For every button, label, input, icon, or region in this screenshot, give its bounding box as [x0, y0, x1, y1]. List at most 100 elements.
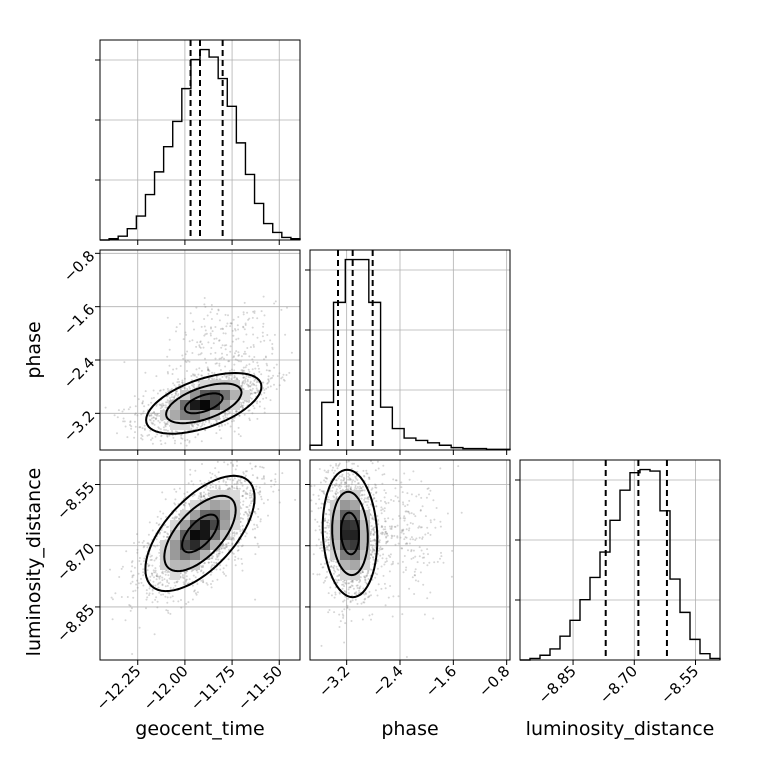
scatter-point	[218, 487, 220, 490]
scatter-point	[255, 384, 258, 387]
scatter-point	[182, 503, 185, 506]
scatter-point	[336, 575, 339, 578]
scatter-point	[261, 331, 264, 334]
density-cell	[220, 530, 230, 540]
scatter-point	[227, 410, 229, 413]
scatter-point	[118, 576, 121, 578]
scatter-point	[219, 369, 222, 371]
scatter-point	[210, 377, 213, 380]
scatter-point	[138, 541, 141, 544]
scatter-point	[209, 332, 212, 335]
frame	[99, 459, 301, 661]
x-tick-label: −11.75	[187, 662, 239, 714]
scatter-point	[336, 491, 339, 494]
scatter-point	[250, 392, 252, 395]
scatter-point	[218, 552, 220, 555]
scatter-point	[255, 488, 257, 491]
scatter-point	[249, 511, 251, 514]
scatter-point	[343, 479, 345, 481]
scatter-point	[160, 529, 163, 531]
scatter-point	[196, 583, 199, 585]
scatter-point	[191, 584, 194, 587]
scatter-point	[180, 606, 183, 609]
scatter-point	[251, 326, 254, 329]
scatter-point	[179, 384, 181, 387]
scatter-point	[236, 377, 238, 380]
scatter-point	[361, 571, 364, 574]
scatter-point	[327, 611, 330, 614]
frame	[309, 249, 511, 451]
scatter-point	[361, 485, 364, 488]
scatter-point	[233, 430, 236, 433]
scatter-point	[133, 420, 136, 423]
scatter-point	[326, 532, 329, 535]
density-cell	[200, 520, 210, 530]
scatter-point	[209, 484, 212, 487]
scatter-point	[208, 421, 211, 424]
scatter-point	[367, 596, 369, 599]
scatter-point	[193, 493, 196, 496]
scatter-point	[200, 352, 203, 355]
scatter-point	[159, 407, 162, 410]
scatter-point	[402, 571, 405, 574]
scatter-point	[240, 482, 243, 484]
density-cell	[170, 540, 180, 550]
scatter-point	[180, 434, 183, 437]
scatter-point	[321, 546, 324, 549]
scatter-point	[244, 324, 247, 326]
scatter-point	[210, 476, 213, 479]
scatter-point	[207, 368, 210, 371]
density-cell	[170, 400, 180, 410]
scatter-point	[140, 437, 143, 440]
scatter-point	[209, 352, 212, 355]
scatter-point	[168, 402, 171, 405]
scatter-point	[225, 375, 228, 378]
scatter-point	[193, 373, 196, 376]
scatter-point	[151, 442, 154, 445]
scatter-point	[381, 525, 384, 528]
scatter-point	[202, 495, 205, 498]
scatter-point	[231, 463, 234, 466]
scatter-point	[164, 524, 167, 526]
scatter-point	[199, 340, 202, 343]
scatter-point	[346, 604, 349, 607]
scatter-point	[153, 416, 155, 419]
scatter-point	[274, 480, 277, 483]
scatter-point	[202, 579, 204, 582]
scatter-point	[243, 382, 246, 385]
scatter-point	[182, 503, 185, 506]
scatter-point	[230, 368, 233, 371]
scatter-point	[420, 496, 423, 499]
scatter-point	[228, 487, 231, 490]
scatter-point	[132, 574, 135, 577]
scatter-point	[328, 498, 331, 501]
scatter-point	[155, 578, 158, 581]
scatter-point	[210, 557, 213, 560]
scatter-point	[167, 570, 170, 573]
scatter-point	[174, 439, 176, 442]
scatter-point	[339, 487, 341, 490]
scatter-point	[216, 556, 219, 559]
scatter-point	[396, 524, 399, 527]
scatter-point	[364, 497, 366, 500]
scatter-point	[207, 372, 210, 375]
scatter-point	[203, 423, 206, 426]
scatter-point	[288, 371, 291, 374]
scatter-point	[270, 485, 273, 488]
scatter-point	[173, 502, 176, 505]
density-cell	[240, 390, 250, 400]
scatter-point	[426, 548, 429, 551]
scatter-point	[174, 392, 177, 395]
scatter-point	[170, 393, 173, 396]
scatter-point	[174, 584, 177, 587]
scatter-point	[253, 407, 256, 410]
scatter-point	[209, 573, 212, 576]
scatter-point	[241, 495, 244, 498]
scatter-point	[252, 345, 255, 348]
density-cell	[170, 550, 180, 560]
scatter-point	[271, 346, 274, 349]
scatter-point	[237, 337, 240, 340]
scatter-point	[161, 571, 163, 574]
scatter-point	[222, 571, 225, 574]
scatter-point	[152, 389, 155, 392]
